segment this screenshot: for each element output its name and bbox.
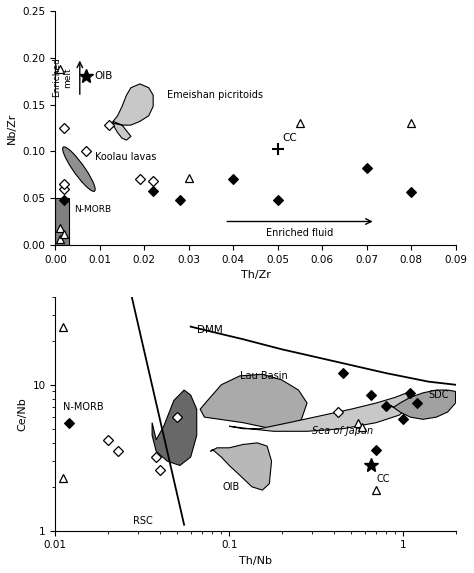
Polygon shape: [152, 390, 197, 465]
X-axis label: Th/Zr: Th/Zr: [240, 270, 270, 280]
Text: Enriched fluid: Enriched fluid: [266, 228, 334, 238]
Text: DMM: DMM: [197, 325, 222, 335]
X-axis label: Th/Nb: Th/Nb: [239, 556, 272, 566]
Text: Koolau lavas: Koolau lavas: [95, 152, 157, 162]
Y-axis label: Ce/Nb: Ce/Nb: [17, 397, 27, 431]
Text: Lau Basin: Lau Basin: [240, 371, 288, 381]
Text: OIB: OIB: [223, 482, 240, 492]
Text: CC: CC: [282, 133, 297, 143]
Ellipse shape: [63, 147, 95, 191]
Text: Enriched
melt: Enriched melt: [52, 57, 72, 97]
Text: Emeishan picritoids: Emeishan picritoids: [166, 90, 263, 100]
Polygon shape: [113, 84, 153, 140]
Polygon shape: [229, 393, 410, 431]
Text: N-MORB: N-MORB: [63, 402, 103, 413]
Text: SDC: SDC: [428, 390, 449, 400]
Polygon shape: [391, 390, 456, 419]
Text: Sea of Japan: Sea of Japan: [312, 426, 374, 436]
Text: OIB: OIB: [94, 72, 113, 81]
Text: RSC: RSC: [133, 516, 153, 526]
Polygon shape: [210, 443, 272, 490]
Bar: [55, 198, 69, 245]
Text: CC: CC: [376, 474, 390, 484]
Polygon shape: [200, 374, 307, 429]
Text: N-MORB: N-MORB: [74, 205, 111, 214]
Y-axis label: Nb/Zr: Nb/Zr: [7, 112, 17, 144]
